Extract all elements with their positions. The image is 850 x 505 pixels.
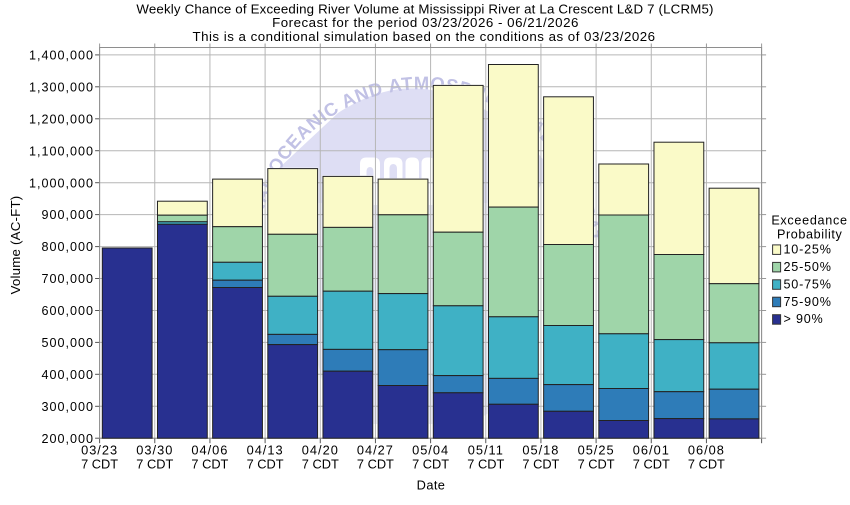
svg-text:04/27: 04/27 bbox=[357, 443, 394, 458]
svg-text:04/06: 04/06 bbox=[191, 443, 228, 458]
svg-text:900,000: 900,000 bbox=[41, 208, 94, 222]
svg-text:800,000: 800,000 bbox=[41, 240, 94, 254]
svg-text:Volume (AC-FT): Volume (AC-FT) bbox=[8, 196, 23, 295]
svg-text:04/20: 04/20 bbox=[302, 443, 339, 458]
svg-text:25-50%: 25-50% bbox=[784, 260, 832, 274]
svg-text:7 CDT: 7 CDT bbox=[81, 457, 118, 472]
svg-text:Exceedance: Exceedance bbox=[771, 213, 847, 227]
svg-text:05/04: 05/04 bbox=[412, 443, 449, 458]
svg-text:05/25: 05/25 bbox=[578, 443, 615, 458]
svg-text:50-75%: 50-75% bbox=[784, 277, 832, 291]
svg-text:7 CDT: 7 CDT bbox=[467, 457, 504, 472]
svg-text:04/13: 04/13 bbox=[247, 443, 284, 458]
svg-text:7 CDT: 7 CDT bbox=[302, 457, 339, 472]
svg-text:7 CDT: 7 CDT bbox=[633, 457, 670, 472]
svg-text:06/01: 06/01 bbox=[633, 443, 670, 458]
svg-text:Date: Date bbox=[417, 478, 446, 493]
svg-text:400,000: 400,000 bbox=[41, 368, 94, 382]
svg-text:06/08: 06/08 bbox=[688, 443, 725, 458]
svg-text:7 CDT: 7 CDT bbox=[191, 457, 228, 472]
svg-text:7 CDT: 7 CDT bbox=[136, 457, 173, 472]
svg-text:This is a conditional simulati: This is a conditional simulation based o… bbox=[192, 29, 655, 44]
svg-text:7 CDT: 7 CDT bbox=[688, 457, 725, 472]
svg-text:500,000: 500,000 bbox=[41, 336, 94, 350]
svg-text:7 CDT: 7 CDT bbox=[247, 457, 284, 472]
svg-text:300,000: 300,000 bbox=[41, 400, 94, 414]
svg-text:03/23: 03/23 bbox=[81, 443, 118, 458]
svg-text:7 CDT: 7 CDT bbox=[578, 457, 615, 472]
svg-text:10-25%: 10-25% bbox=[784, 242, 832, 256]
svg-text:1,400,000: 1,400,000 bbox=[29, 49, 94, 63]
svg-text:700,000: 700,000 bbox=[41, 272, 94, 286]
svg-text:600,000: 600,000 bbox=[41, 304, 94, 318]
svg-text:> 90%: > 90% bbox=[784, 312, 824, 326]
svg-text:1,300,000: 1,300,000 bbox=[29, 80, 94, 94]
svg-text:Probability: Probability bbox=[777, 228, 843, 242]
svg-text:7 CDT: 7 CDT bbox=[412, 457, 449, 472]
svg-text:1,200,000: 1,200,000 bbox=[29, 112, 94, 126]
svg-text:05/11: 05/11 bbox=[468, 443, 504, 458]
svg-text:7 CDT: 7 CDT bbox=[357, 457, 394, 472]
svg-text:1,000,000: 1,000,000 bbox=[29, 176, 94, 190]
svg-text:200,000: 200,000 bbox=[41, 432, 94, 446]
svg-text:1,100,000: 1,100,000 bbox=[29, 144, 94, 158]
svg-text:Weekly Chance of Exceeding Riv: Weekly Chance of Exceeding River Volume … bbox=[136, 2, 713, 17]
svg-text:05/18: 05/18 bbox=[522, 443, 559, 458]
svg-text:03/30: 03/30 bbox=[136, 443, 173, 458]
svg-text:Forecast for the period 03/23/: Forecast for the period 03/23/2026 - 06/… bbox=[272, 15, 579, 30]
svg-text:7 CDT: 7 CDT bbox=[522, 457, 559, 472]
svg-text:75-90%: 75-90% bbox=[784, 295, 832, 309]
